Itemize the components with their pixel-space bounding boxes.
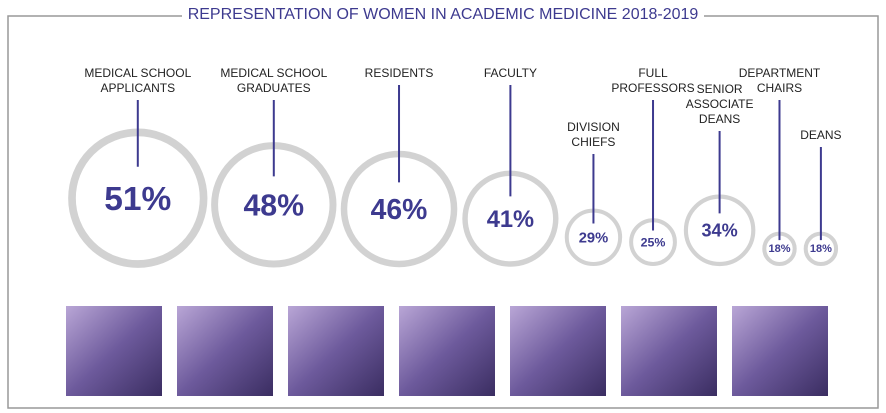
value-label: 34% [702,221,738,241]
category-label: DEPARTMENT CHAIRS [714,66,844,96]
photo [66,306,162,396]
value-label: 18% [810,243,832,255]
photo [288,306,384,396]
photo [621,306,717,396]
category-label: DIVISION CHIEFS [528,120,658,150]
value-label: 29% [579,231,608,247]
category-label: DEANS [756,128,886,143]
photo [510,306,606,396]
chart: 51% 48% 46% 41% 29% 25% 34% 18% 18% [0,0,886,413]
photo [399,306,495,396]
photo [177,306,273,396]
category-label: MEDICAL SCHOOL GRADUATES [209,66,339,96]
chart-title: REPRESENTATION OF WOMEN IN ACADEMIC MEDI… [182,6,705,23]
category-label: FACULTY [445,66,575,81]
value-label: 25% [641,236,666,250]
photos [66,306,828,396]
infographic: 51% 48% 46% 41% 29% 25% 34% 18% 18% REPRESENTATI… [0,0,886,413]
category-label: MEDICAL SCHOOL APPLICANTS [73,66,203,96]
photo [732,306,828,396]
value-label: 51% [104,181,171,218]
value-label: 46% [371,194,428,226]
value-label: 41% [487,207,534,233]
title-wrap: REPRESENTATION OF WOMEN IN ACADEMIC MEDI… [0,6,886,24]
value-label: 18% [768,243,790,255]
value-label: 48% [243,190,304,223]
